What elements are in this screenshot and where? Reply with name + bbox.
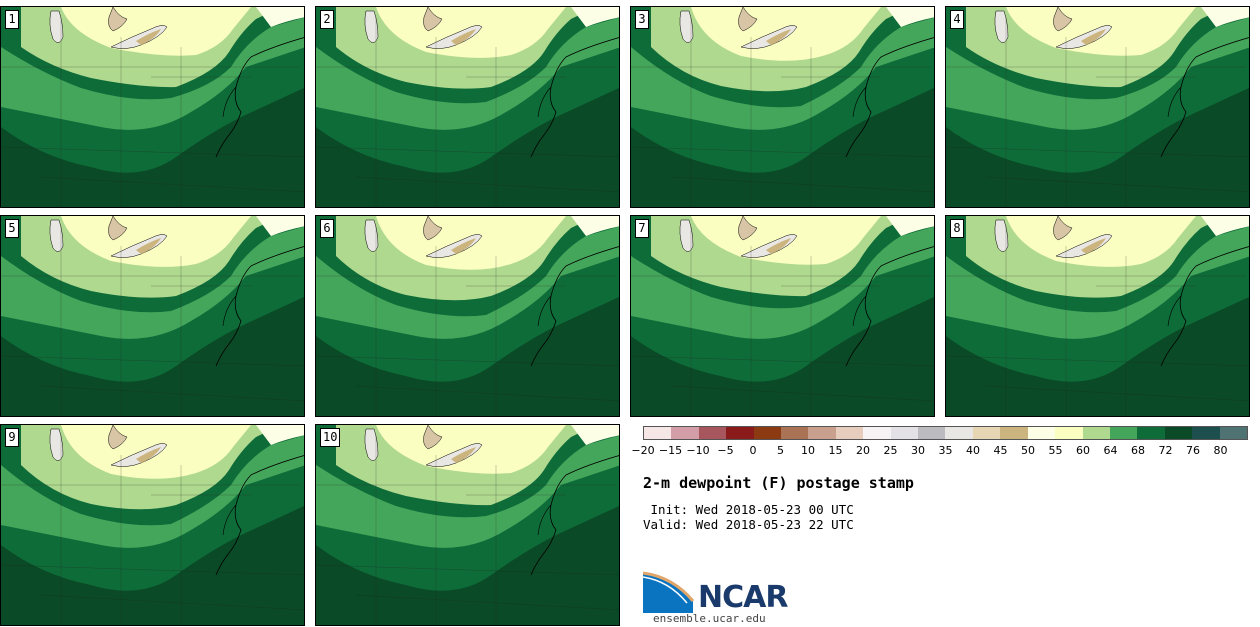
colorbar-swatch bbox=[1000, 427, 1028, 439]
colorbar-tick: 40 bbox=[966, 444, 980, 457]
map-panel-9: 9 bbox=[0, 424, 305, 626]
colorbar-tick: −20 bbox=[631, 444, 655, 457]
colorbar-swatch bbox=[1027, 427, 1056, 439]
colorbar-tick-labels: −20 −15 −10 −5 0 5 10 15 20 25 30 35 40 45 50 55 60 64 68 7… bbox=[631, 444, 1248, 458]
colorbar-tick: 60 bbox=[1076, 444, 1090, 457]
colorbar-tick: 0 bbox=[749, 444, 757, 457]
colorbar-tick: 64 bbox=[1103, 444, 1118, 457]
panel-number: 3 bbox=[635, 10, 649, 29]
colorbar-tick: 15 bbox=[828, 444, 843, 457]
colorbar-swatch bbox=[835, 427, 864, 439]
colorbar-tick: 68 bbox=[1131, 444, 1145, 457]
colorbar-swatch bbox=[698, 427, 727, 439]
colorbar-swatch bbox=[753, 427, 782, 439]
colorbar-swatch bbox=[1055, 427, 1083, 439]
colorbar-swatch bbox=[781, 427, 809, 439]
colorbar-tick: 55 bbox=[1048, 444, 1063, 457]
colorbar-swatch bbox=[1109, 427, 1138, 439]
panel-number: 5 bbox=[5, 219, 19, 238]
colorbar-swatch bbox=[726, 427, 754, 439]
colorbar-swatch bbox=[1082, 427, 1110, 439]
colorbar-tick: 50 bbox=[1021, 444, 1035, 457]
panel-number: 6 bbox=[320, 219, 334, 238]
panel-number: 2 bbox=[320, 10, 334, 29]
panel-number: 10 bbox=[320, 428, 341, 447]
map-panel-4: 4 bbox=[945, 6, 1250, 208]
colorbar-tick: 20 bbox=[856, 444, 870, 457]
colorbar-swatch bbox=[644, 427, 672, 439]
chart-title: 2-m dewpoint (F) postage stamp bbox=[643, 474, 914, 492]
colorbar-swatch bbox=[972, 427, 1001, 439]
dewpoint-map bbox=[1, 216, 304, 416]
dewpoint-colorbar bbox=[643, 426, 1248, 440]
colorbar-tick: 30 bbox=[911, 444, 925, 457]
ncar-logo-icon bbox=[643, 571, 695, 613]
dewpoint-map bbox=[1, 7, 304, 207]
valid-time: Valid: Wed 2018-05-23 22 UTC bbox=[643, 517, 854, 532]
colorbar-tick: 72 bbox=[1158, 444, 1173, 457]
colorbar-tick: 76 bbox=[1186, 444, 1200, 457]
dewpoint-map bbox=[631, 216, 934, 416]
site-url: ensemble.ucar.edu bbox=[653, 612, 766, 625]
panel-number: 1 bbox=[5, 10, 19, 29]
colorbar-swatch bbox=[671, 427, 699, 439]
colorbar-swatch bbox=[1219, 427, 1247, 439]
colorbar-tick: 35 bbox=[938, 444, 953, 457]
panel-number: 9 bbox=[5, 428, 19, 447]
map-panel-1: 1 bbox=[0, 6, 305, 208]
panel-number: 4 bbox=[950, 10, 964, 29]
panel-number: 7 bbox=[635, 219, 649, 238]
init-time: Init: Wed 2018-05-23 00 UTC bbox=[643, 502, 854, 517]
colorbar-swatch bbox=[863, 427, 891, 439]
panel-number: 8 bbox=[950, 219, 964, 238]
map-panel-3: 3 bbox=[630, 6, 935, 208]
colorbar-swatch bbox=[808, 427, 836, 439]
colorbar-swatch bbox=[1137, 427, 1165, 439]
dewpoint-map bbox=[1, 425, 304, 625]
map-panel-2: 2 bbox=[315, 6, 620, 208]
colorbar-tick: 80 bbox=[1213, 444, 1228, 457]
colorbar-swatch bbox=[1192, 427, 1220, 439]
map-panel-10: 10 bbox=[315, 424, 620, 626]
colorbar-tick: 25 bbox=[883, 444, 898, 457]
dewpoint-map bbox=[631, 7, 934, 207]
dewpoint-map bbox=[316, 425, 619, 625]
dewpoint-map bbox=[316, 7, 619, 207]
colorbar-swatch bbox=[918, 427, 946, 439]
map-panel-7: 7 bbox=[630, 215, 935, 417]
colorbar-swatch bbox=[945, 427, 973, 439]
colorbar-tick: −5 bbox=[717, 444, 734, 457]
colorbar-tick: 5 bbox=[777, 444, 784, 457]
dewpoint-map bbox=[946, 216, 1249, 416]
map-panel-6: 6 bbox=[315, 215, 620, 417]
dewpoint-map bbox=[946, 7, 1249, 207]
logo-wordmark: NCAR bbox=[698, 580, 788, 615]
colorbar-tick: −10 bbox=[686, 444, 710, 457]
colorbar-tick: 10 bbox=[801, 444, 815, 457]
map-panel-5: 5 bbox=[0, 215, 305, 417]
colorbar-tick: 45 bbox=[993, 444, 1008, 457]
colorbar-tick: −15 bbox=[658, 444, 683, 457]
colorbar-swatch bbox=[890, 427, 919, 439]
dewpoint-map bbox=[316, 216, 619, 416]
colorbar-swatch bbox=[1164, 427, 1193, 439]
map-panel-8: 8 bbox=[945, 215, 1250, 417]
